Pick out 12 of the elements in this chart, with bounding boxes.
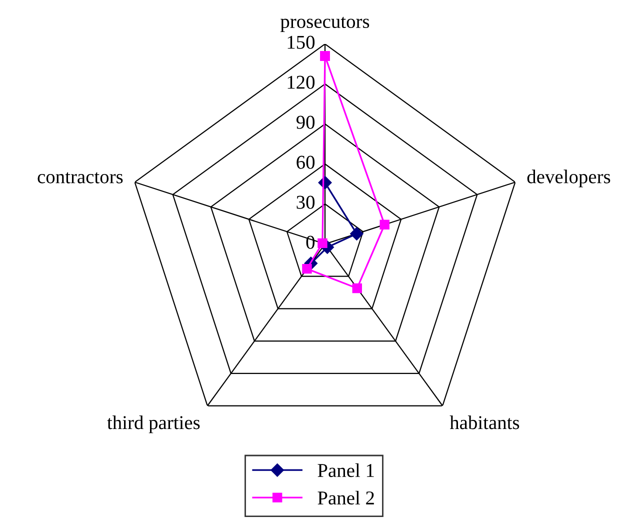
y-tick-label: 90 (296, 116, 315, 129)
legend-label: Panel 1 (318, 463, 374, 478)
legend-label: Panel 2 (318, 490, 374, 505)
spoke-label: prosecutors (280, 16, 370, 32)
spoke-label: third parties (107, 416, 200, 434)
y-tick-label: 30 (296, 196, 315, 209)
spoke-label: contractors (38, 172, 123, 184)
spoke-label: habitants (450, 416, 520, 430)
y-tick-label: 150 (288, 36, 315, 49)
y-tick-label: 120 (288, 76, 315, 89)
y-tick-label: 60 (296, 156, 315, 169)
spoke-label: developers (527, 170, 610, 188)
